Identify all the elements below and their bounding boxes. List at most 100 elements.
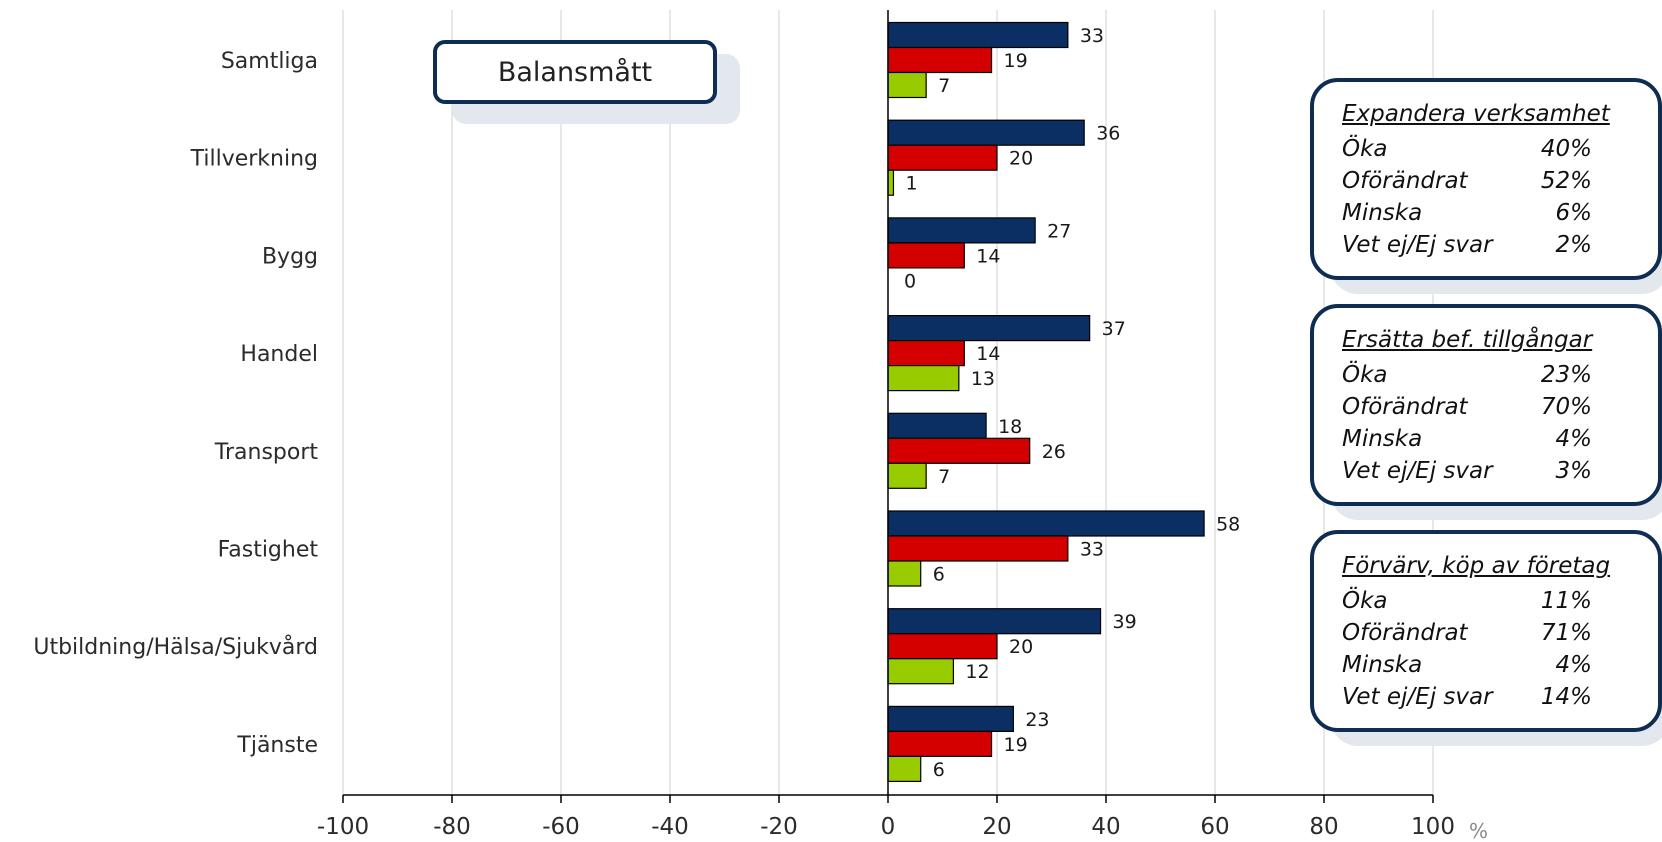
panel-row: Öka 23%	[1342, 359, 1658, 391]
row-label: Vet ej/Ej svar	[1342, 232, 1493, 258]
x-tick-label: 80	[1309, 814, 1338, 840]
bar	[887, 608, 1102, 635]
panel-row: Vet ej/Ej svar 3%	[1342, 455, 1658, 487]
bar	[887, 21, 1069, 49]
panel-row: Vet ej/Ej svar 14%	[1342, 681, 1658, 713]
x-tick-label: -20	[760, 814, 798, 840]
x-tick-label: -100	[317, 814, 369, 840]
panel-acquisition-title: Förvärv, köp av företag	[1342, 553, 1611, 579]
bar	[887, 510, 1205, 537]
bar	[887, 242, 965, 269]
bar	[887, 71, 927, 99]
data-label: 20	[1009, 148, 1033, 170]
x-unit-label: %	[1469, 819, 1488, 842]
data-label: 14	[976, 343, 1000, 365]
bar	[887, 560, 922, 587]
category-label: Tjänste	[236, 733, 318, 758]
bar	[887, 340, 965, 367]
bar	[887, 437, 1031, 464]
x-tick-label: -60	[542, 814, 580, 840]
data-label: 13	[971, 368, 995, 390]
row-label: Öka	[1342, 362, 1388, 388]
row-label: Öka	[1342, 136, 1388, 162]
bar	[887, 705, 1014, 733]
row-label: Oförändrat	[1342, 620, 1468, 646]
data-label: 6	[933, 759, 945, 781]
panel-row: Öka 11%	[1342, 585, 1658, 617]
bar	[887, 46, 993, 74]
data-label: 12	[965, 661, 989, 683]
row-label: Öka	[1342, 588, 1388, 614]
panel-row: Oförändrat 71%	[1342, 617, 1658, 649]
data-label: 33	[1080, 25, 1104, 47]
bar	[887, 365, 960, 392]
bar	[887, 144, 998, 171]
bar	[887, 462, 927, 489]
bar	[887, 755, 922, 783]
panel-expand: Expandera verksamhet Öka 40% Oförändrat 52…	[1310, 78, 1662, 280]
panel-row: Öka 40%	[1342, 133, 1658, 165]
data-label: 1	[905, 173, 917, 195]
data-label: 26	[1042, 441, 1066, 463]
data-label: 19	[1004, 734, 1028, 756]
data-label: 6	[933, 564, 945, 586]
row-value: 4%	[1555, 426, 1593, 452]
row-label: Minska	[1342, 200, 1423, 226]
data-label: 39	[1113, 611, 1137, 633]
bar	[887, 169, 895, 196]
row-value: 40%	[1540, 136, 1592, 162]
row-value: 3%	[1555, 458, 1593, 484]
x-tick-label: -40	[651, 814, 689, 840]
data-label: 0	[904, 270, 916, 292]
bars	[887, 21, 1205, 783]
panel-row: Oförändrat 52%	[1342, 165, 1658, 197]
category-label: Handel	[240, 342, 318, 367]
x-tick-label: 0	[881, 814, 896, 840]
category-label: Bygg	[262, 244, 318, 269]
row-label: Vet ej/Ej svar	[1342, 684, 1493, 710]
row-value: 70%	[1540, 394, 1592, 420]
row-label: Oförändrat	[1342, 394, 1468, 420]
row-value: 2%	[1555, 232, 1593, 258]
panel-row: Oförändrat 70%	[1342, 391, 1658, 423]
data-label: 20	[1009, 636, 1033, 658]
panel-acquisition: Förvärv, köp av företag Öka 11% Oförändra…	[1310, 530, 1662, 732]
row-value: 11%	[1540, 588, 1592, 614]
row-label: Vet ej/Ej svar	[1342, 458, 1493, 484]
category-label: Samtliga	[221, 49, 318, 74]
labels: Samtliga 33 19 7 Tillverkning 36 20 1 Bygg 27 14 0 H…	[33, 25, 1240, 781]
bar	[887, 658, 955, 685]
bar	[887, 119, 1085, 146]
row-label: Minska	[1342, 426, 1423, 452]
bar	[887, 633, 998, 660]
data-label: 33	[1080, 539, 1104, 561]
row-label: Oförändrat	[1342, 168, 1468, 194]
row-value: 6%	[1555, 200, 1593, 226]
data-label: 7	[938, 75, 950, 97]
panel-expand-title: Expandera verksamhet	[1342, 101, 1610, 127]
bar	[887, 315, 1091, 342]
category-label: Transport	[214, 440, 319, 465]
data-label: 37	[1102, 318, 1126, 340]
data-label: 14	[976, 245, 1000, 267]
balance-badge: Balansmått	[433, 40, 717, 104]
x-tick-label: 60	[1200, 814, 1229, 840]
data-label: 7	[938, 466, 950, 488]
row-label: Minska	[1342, 652, 1423, 678]
bar	[887, 412, 987, 439]
data-label: 27	[1047, 220, 1071, 242]
balance-badge-label: Balansmått	[497, 56, 653, 88]
bar	[887, 730, 993, 758]
data-label: 18	[998, 416, 1022, 438]
data-label: 19	[1004, 50, 1028, 72]
category-label: Fastighet	[218, 538, 319, 563]
x-tick-label: -80	[433, 814, 471, 840]
x-axis: -100 -80 -60 -40 -20 0 20 40 60 80 100%	[317, 10, 1488, 842]
data-label: 23	[1025, 709, 1049, 731]
x-tick-label: 100	[1411, 814, 1455, 840]
bar	[887, 217, 1036, 244]
x-tick-label: 40	[1091, 814, 1120, 840]
category-label: Tillverkning	[190, 147, 318, 172]
bar	[887, 535, 1069, 562]
panel-replace-title: Ersätta bef. tillgångar	[1342, 327, 1593, 353]
